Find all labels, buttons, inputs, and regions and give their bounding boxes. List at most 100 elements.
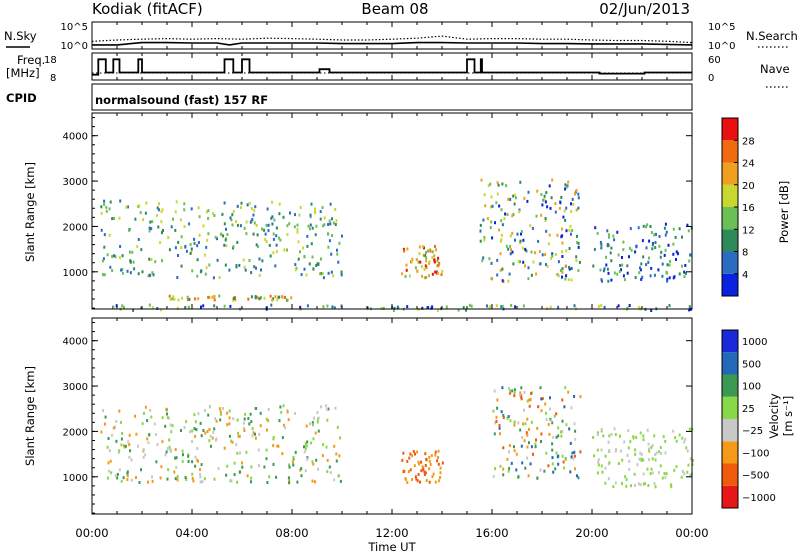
power-scatter-cell xyxy=(577,269,580,273)
velocity-scatter-cell xyxy=(519,391,522,395)
velocity-scatter-cell xyxy=(632,436,635,440)
velocity-scatter-cell xyxy=(674,436,677,440)
velocity-scatter-cell xyxy=(300,467,303,471)
power-scatter-cell xyxy=(496,192,499,196)
power-scatter-cell xyxy=(269,294,272,298)
velocity-scatter-cell xyxy=(650,445,653,449)
power-scatter-cell xyxy=(435,248,437,252)
velocity-scatter-cell xyxy=(547,423,550,426)
power-scatter-cell xyxy=(470,304,473,308)
power-scatter-cell xyxy=(557,260,560,264)
power-scatter-cell xyxy=(147,274,150,278)
velocity-scatter-cell xyxy=(235,443,238,447)
power-scatter-cell xyxy=(186,295,189,299)
velocity-scatter-cell xyxy=(130,458,133,462)
velocity-scatter-cell xyxy=(106,445,109,449)
velocity-scatter-cell xyxy=(532,452,534,456)
power-scatter-cell xyxy=(666,277,669,281)
power-scatter-cell xyxy=(524,247,527,251)
power-scatter-cell xyxy=(198,215,201,219)
power-scatter-cell xyxy=(111,255,114,258)
velocity-scatter-cell xyxy=(243,426,245,430)
power-scatter-cell xyxy=(561,267,564,271)
power-scatter-cell xyxy=(296,223,299,227)
power-scatter-cell xyxy=(261,259,264,263)
power-scatter-cell xyxy=(242,258,245,262)
velocity-scatter-cell xyxy=(428,455,431,459)
power-scatter-cell xyxy=(411,257,414,261)
velocity-scatter-cell xyxy=(526,399,529,403)
power-scatter-cell xyxy=(219,232,222,236)
velocity-scatter-cell xyxy=(608,434,611,438)
power-scatter-cell xyxy=(606,229,609,233)
power-scatter-cell xyxy=(176,306,179,310)
noise-series-search xyxy=(91,35,693,44)
velocity-scatter-cell xyxy=(657,471,660,475)
velocity-scatter-cell xyxy=(421,465,424,469)
power-scatter-cell xyxy=(294,263,297,267)
frequency-panel: Freq. [MHz] 18 8 60 0 Nave xyxy=(6,52,790,88)
power-scatter-cell xyxy=(401,272,404,276)
velocity-scatter-cell xyxy=(664,451,667,455)
power-scatter-cell xyxy=(524,264,526,268)
velocity-scatter-cell xyxy=(175,456,178,460)
power-scatter-cell xyxy=(500,233,503,237)
velocity-scatter-cell xyxy=(265,417,268,421)
power-scatter-cell xyxy=(440,273,443,277)
velocity-scatter-cell xyxy=(191,460,194,464)
power-scatter-cell xyxy=(281,295,283,299)
power-scatter-cell xyxy=(535,272,538,276)
power-scatter-cell xyxy=(600,304,603,307)
power-scatter-cell xyxy=(551,252,554,256)
power-scatter-cell xyxy=(329,202,332,206)
power-scatter-cell xyxy=(496,258,499,262)
velocity-scatter-cell xyxy=(200,434,203,438)
velocity-scatter-cell xyxy=(284,426,287,430)
power-scatter-cell xyxy=(185,249,188,253)
n-search-tick-top: 10^5 xyxy=(708,22,735,33)
velocity-scatter-cell xyxy=(551,462,554,466)
power-scatter-cell xyxy=(121,304,124,308)
power-scatter-cell xyxy=(106,253,109,257)
power-scatter-cell xyxy=(410,260,413,264)
velocity-scatter-cell xyxy=(499,464,502,468)
power-scatter-cell xyxy=(293,225,296,229)
power-scatter-cell xyxy=(186,298,189,301)
power-scatter-cell xyxy=(612,234,615,238)
velocity-scatter-cell xyxy=(607,477,610,481)
power-scatter-cell xyxy=(267,229,270,233)
power-scatter-cell xyxy=(258,273,261,277)
velocity-scatter-cell xyxy=(506,457,509,461)
power-scatter-cell xyxy=(426,249,429,253)
velocity-colorbar-tick-label: 500 xyxy=(742,359,761,370)
power-scatter-cell xyxy=(223,201,226,205)
power-scatter-cell xyxy=(661,262,664,266)
velocity-scatter-cell xyxy=(515,452,518,456)
power-scatter-cell xyxy=(547,242,550,246)
power-scatter-cell xyxy=(666,263,669,267)
velocity-scatter-cell xyxy=(615,448,618,451)
velocity-scatter-cell xyxy=(602,434,605,438)
velocity-scatter-cell xyxy=(439,466,442,470)
velocity-scatter-cell xyxy=(117,450,120,454)
power-scatter-cell xyxy=(408,274,411,278)
velocity-scatter-cell xyxy=(420,469,423,473)
velocity-scatter-cell xyxy=(320,405,322,409)
power-scatter-cell xyxy=(330,252,333,256)
velocity-scatter-cell xyxy=(417,460,420,464)
velocity-colorbar-label: Velocity xyxy=(767,393,781,438)
power-scatter-cell xyxy=(111,217,114,221)
velocity-colorbar-unit: [m s⁻¹] xyxy=(781,396,795,437)
power-scatter-cell xyxy=(114,255,117,259)
power-panel: 1000 2000 3000 4000 Slant Range [km] 4 8 12 16… xyxy=(23,112,791,312)
power-scatter-cell xyxy=(103,273,106,277)
power-scatter-cell xyxy=(519,180,522,184)
power-scatter-cell xyxy=(651,243,654,247)
velocity-scatter-cell xyxy=(123,444,125,448)
power-scatter-cell xyxy=(252,213,255,217)
velocity-scatter-cell xyxy=(266,481,269,484)
power-scatter-cell xyxy=(637,226,640,230)
velocity-scatter-cell xyxy=(221,407,224,410)
velocity-scatter-cell xyxy=(181,449,184,453)
power-scatter-cell xyxy=(425,276,428,279)
